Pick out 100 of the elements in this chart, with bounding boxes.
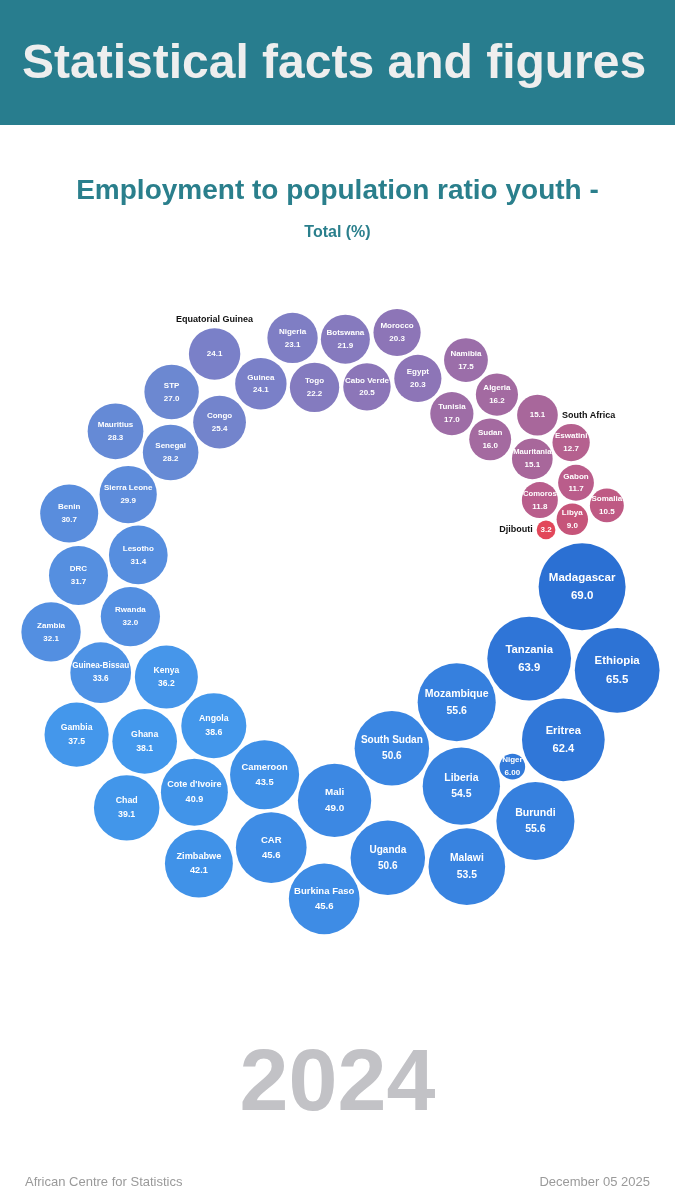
category-label: DRC xyxy=(69,564,88,574)
category-label: Djibouti xyxy=(499,524,533,535)
data-label: 49.0 xyxy=(324,802,345,814)
data-label: 38.6 xyxy=(205,727,223,738)
category-label: Gambia xyxy=(60,722,93,733)
text: African Centre for Statistics xyxy=(25,1174,183,1190)
category-label: Sierra Leone xyxy=(103,483,153,493)
category-label: Tunisia xyxy=(438,402,467,412)
category-label: Guinea xyxy=(247,372,275,382)
category-label: Niger xyxy=(502,755,523,765)
data-label: 16.2 xyxy=(489,396,506,406)
category-label: Burkina Faso xyxy=(294,884,355,896)
category-label: Nigeria xyxy=(278,326,307,336)
category-label: Chad xyxy=(115,795,138,806)
data-label: 28.3 xyxy=(107,432,124,442)
data-label: 45.6 xyxy=(314,900,334,912)
category-label: Cote d'Ivoire xyxy=(167,779,222,790)
data-label: 62.4 xyxy=(552,741,575,754)
category-label: Malawi xyxy=(449,852,484,864)
data-label: 15.1 xyxy=(529,410,546,420)
category-label: Mali xyxy=(324,786,345,798)
text: Total (%) xyxy=(303,222,372,242)
data-label: 9.0 xyxy=(566,520,579,530)
data-label: 15.1 xyxy=(524,460,541,470)
data-label: 28.2 xyxy=(162,454,179,464)
category-label: Gabon xyxy=(563,471,589,481)
category-label: Uganda xyxy=(369,843,407,855)
data-label: 36.2 xyxy=(158,678,175,689)
category-label: CAR xyxy=(260,833,282,845)
category-label: Eritrea xyxy=(545,723,582,736)
category-label: Zimbabwe xyxy=(176,850,222,861)
data-label: 39.1 xyxy=(118,809,136,820)
data-label: 37.5 xyxy=(68,735,86,746)
data-label: 23.1 xyxy=(284,339,301,349)
data-label: 11.8 xyxy=(532,501,548,511)
category-label: Cabo Verde xyxy=(344,375,390,385)
data-label: 33.6 xyxy=(92,674,110,684)
data-label: 25.4 xyxy=(211,423,228,433)
category-label: Ethiopia xyxy=(594,654,641,667)
category-label: Morocco xyxy=(380,321,414,331)
data-label: 55.6 xyxy=(525,822,546,835)
category-label: South Africa xyxy=(561,409,617,420)
category-label: Cameroon xyxy=(241,761,288,772)
category-label: Lesotho xyxy=(122,543,154,553)
data-label: 21.9 xyxy=(337,340,354,350)
data-label: 43.5 xyxy=(255,776,274,787)
data-label: 45.6 xyxy=(261,848,281,860)
data-label: 69.0 xyxy=(570,589,594,602)
category-label: Sudan xyxy=(477,428,503,438)
data-label: 63.9 xyxy=(518,660,541,673)
category-label: Burundi xyxy=(515,805,556,818)
data-label: 31.4 xyxy=(130,556,147,566)
data-label: 22.2 xyxy=(306,388,323,398)
category-label: Benin xyxy=(58,502,81,512)
category-label: South Sudan xyxy=(360,733,423,745)
data-label: 20.3 xyxy=(410,380,427,390)
text: 2024 xyxy=(238,1030,437,1130)
data-label: 10.5 xyxy=(599,506,616,516)
data-label: 20.5 xyxy=(359,388,376,398)
category-label: Equatorial Guinea xyxy=(176,314,255,325)
data-label: 50.6 xyxy=(378,859,398,871)
category-label: Algeria xyxy=(483,383,512,393)
category-label: Botswana xyxy=(326,328,365,338)
data-label: 12.7 xyxy=(563,444,580,454)
data-label: 24.1 xyxy=(206,349,223,359)
category-label: Zambia xyxy=(37,620,66,630)
category-label: Angola xyxy=(198,713,229,724)
category-label: Libya xyxy=(561,508,584,518)
data-label: 55.6 xyxy=(446,703,468,716)
data-label: 11.7 xyxy=(568,484,585,494)
data-label: 65.5 xyxy=(606,672,629,685)
data-label: 29.9 xyxy=(120,496,137,506)
category-label: Ghana xyxy=(131,728,159,739)
data-label: 16.0 xyxy=(482,440,499,450)
category-label: Guinea-Bissau xyxy=(72,661,130,671)
data-label: 17.5 xyxy=(458,361,475,371)
text: Statistical facts and figures xyxy=(22,34,647,90)
category-label: Eswatini xyxy=(554,431,588,441)
data-label: 32.0 xyxy=(122,618,139,628)
data-label: 31.7 xyxy=(70,577,87,587)
data-label: 27.0 xyxy=(163,393,180,403)
category-label: Congo xyxy=(206,410,233,420)
data-label: 40.9 xyxy=(185,793,204,804)
category-label: Kenya xyxy=(153,664,180,675)
text: December 05 2025 xyxy=(539,1174,650,1190)
data-label: 42.1 xyxy=(189,865,208,876)
data-label: 53.5 xyxy=(456,868,478,880)
data-label: 38.1 xyxy=(136,742,154,753)
text: Employment to population ratio youth - xyxy=(75,173,600,207)
data-label: 54.5 xyxy=(451,788,472,800)
category-label: Senegal xyxy=(155,441,186,451)
data-label: 30.7 xyxy=(61,515,78,525)
category-label: Togo xyxy=(305,376,325,386)
category-label: Tanzania xyxy=(505,642,554,655)
data-label: 20.3 xyxy=(389,334,406,344)
category-label: STP xyxy=(163,380,181,390)
category-label: Rwanda xyxy=(115,605,147,615)
category-label: Madagascar xyxy=(548,570,616,583)
data-label: 3.2 xyxy=(540,525,553,535)
category-label: Mozambique xyxy=(424,686,489,699)
